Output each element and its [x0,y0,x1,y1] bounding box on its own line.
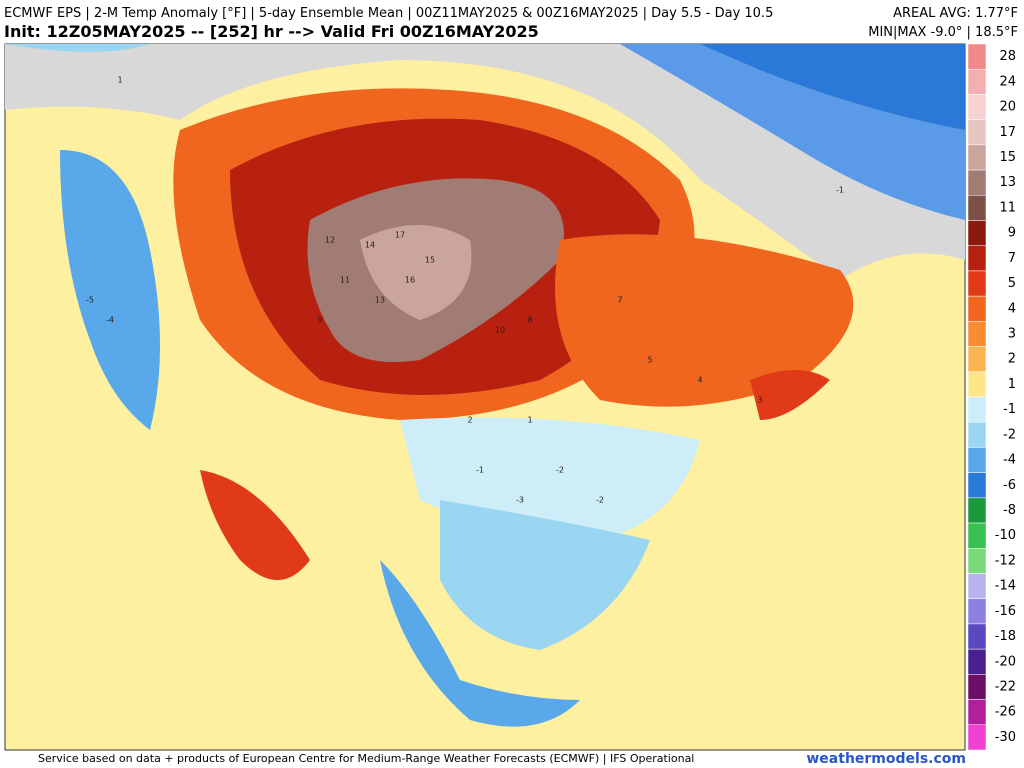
legend-swatch [967,648,987,675]
legend-swatch [967,43,987,70]
legend-label: 1 [1008,377,1016,392]
map-label: 9 [317,316,322,325]
legend-label: -26 [995,705,1016,720]
legend-swatch [967,497,987,524]
map-label: -2 [556,466,564,475]
map-label: 2 [467,416,472,425]
map-label: 1 [527,416,532,425]
legend-label: 20 [999,100,1016,115]
legend-swatch [967,119,987,146]
legend-swatch [967,295,987,322]
legend-label: -20 [995,654,1016,669]
title: ECMWF EPS | 2-M Temp Anomaly [°F] | 5-da… [4,6,773,21]
legend-label: 3 [1008,326,1016,341]
legend-swatch [967,396,987,423]
legend-label: 11 [999,200,1016,215]
map-label: -3 [516,496,524,505]
map-label: 8 [527,316,532,325]
legend-label: -6 [1003,478,1016,493]
map-label: 7 [617,296,622,305]
legend-swatch [967,68,987,95]
map-label: 17 [395,231,405,240]
map-label: 15 [425,256,435,265]
map-label: 3 [757,396,762,405]
legend-swatch [967,371,987,398]
legend-label: -10 [995,528,1016,543]
legend-label: -22 [995,679,1016,694]
legend-swatch [967,699,987,726]
map-label: -1 [836,186,844,195]
legend-label: -14 [995,579,1016,594]
legend-swatch [967,220,987,246]
legend-swatch [967,195,987,221]
legend-label: 5 [1008,276,1016,291]
legend-label: 2 [1008,352,1016,367]
legend-label: -2 [1003,427,1016,442]
map-label: 12 [325,236,335,245]
min-max: MIN|MAX -9.0° | 18.5°F [868,25,1018,40]
map-label: 11 [340,276,350,285]
legend-swatch [967,169,987,196]
legend-label: 28 [999,49,1016,64]
map-label: 1 [117,76,122,85]
footer-brand: weathermodels.com [806,751,966,767]
legend-label: -12 [995,553,1016,568]
map-label: 4 [697,376,702,385]
legend-label: -18 [995,629,1016,644]
map-label: -5 [86,296,94,305]
map-label: -2 [596,496,604,505]
map-label: 10 [495,326,505,335]
legend-swatch [967,522,987,549]
legend-label: 17 [999,125,1016,140]
map-label: 14 [365,241,375,250]
legend-swatch [967,472,987,499]
legend-swatch [967,447,987,473]
legend-swatch [967,548,987,574]
map [4,43,966,751]
legend-label: -4 [1003,453,1016,468]
legend-swatch [967,270,987,297]
legend-label: 7 [1008,251,1016,266]
map-label: -4 [106,316,114,325]
map-label: -1 [476,466,484,475]
legend-swatch [967,421,987,448]
legend-swatch [967,321,987,347]
legend-swatch [967,674,987,700]
map-label: 5 [647,356,652,365]
legend-swatch [967,346,987,373]
legend-swatch [967,94,987,120]
legend-label: -8 [1003,503,1016,518]
map-label: 13 [375,296,385,305]
legend-label: 13 [999,175,1016,190]
legend-swatch [967,598,987,625]
init: Init: 12Z05MAY2025 -- [252] hr --> Valid… [4,22,539,41]
legend-swatch [967,724,987,751]
legend-label: -1 [1003,402,1016,417]
areal-avg: AREAL AVG: 1.77°F [893,6,1018,21]
legend-swatch [967,245,987,272]
legend-label: 15 [999,150,1016,165]
legend-label: 4 [1008,301,1016,316]
legend-swatch [967,623,987,650]
legend-label: -30 [995,730,1016,745]
legend-swatch [967,573,987,599]
footer-credit: Service based on data + products of Euro… [38,752,694,765]
legend-swatch [967,144,987,171]
legend-label: -16 [995,604,1016,619]
legend-label: 9 [1008,226,1016,241]
map-label: 16 [405,276,415,285]
legend-label: 24 [999,74,1016,89]
